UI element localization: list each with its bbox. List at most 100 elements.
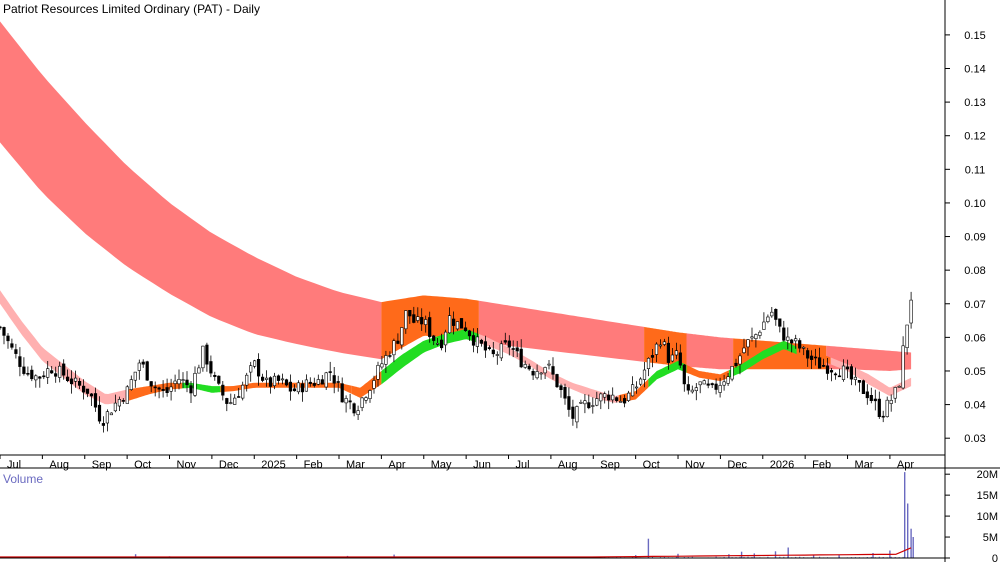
candle-up	[384, 355, 388, 365]
candle-up	[447, 315, 452, 334]
candle-down	[85, 388, 90, 394]
candle-up	[690, 389, 694, 393]
candle-down	[145, 361, 149, 381]
candle-up	[372, 380, 376, 389]
candle-up	[658, 344, 662, 347]
candle-up	[455, 321, 460, 330]
candle-down	[790, 339, 794, 344]
time-tick-label: Feb	[812, 459, 831, 471]
time-tick-label: 2025	[261, 459, 285, 471]
price-tick-label: 0.13	[964, 97, 985, 109]
price-tick-label: 0.14	[964, 63, 985, 75]
candle-down	[479, 339, 484, 344]
volume-average-line	[0, 547, 912, 558]
candle-down	[205, 344, 209, 365]
candle-down	[352, 403, 356, 414]
candle-up	[233, 397, 237, 405]
candle-up	[646, 357, 651, 369]
time-tick-label: Feb	[304, 459, 323, 471]
time-tick-label: Oct	[134, 459, 151, 471]
chart-title: Patriot Resources Limited Ordinary (PAT)…	[3, 2, 260, 16]
candle-down	[567, 396, 571, 410]
candle-down	[774, 308, 778, 320]
short-band-segment-11	[796, 346, 831, 365]
candle-down	[825, 365, 830, 374]
candle-up	[137, 362, 141, 371]
candle-down	[471, 335, 476, 346]
short-band-segment-8	[648, 360, 687, 388]
candle-down	[798, 340, 802, 349]
price-tick-label: 0.03	[964, 433, 985, 445]
candle-up	[253, 360, 257, 367]
candle-down	[666, 342, 670, 363]
candle-up	[523, 364, 527, 368]
candle-up	[626, 392, 631, 401]
candle-up	[249, 365, 253, 373]
candle-down	[0, 326, 2, 329]
time-tick-label: Sep	[600, 459, 620, 471]
candle-down	[89, 393, 94, 397]
candle-up	[133, 371, 137, 381]
price-tick-label: 0.12	[964, 131, 985, 143]
candle-up	[360, 397, 364, 408]
short-band-segment-2	[182, 382, 221, 393]
short-band-segment-10	[728, 341, 797, 378]
candle-down	[396, 340, 400, 344]
candle-down	[483, 341, 488, 351]
candle-up	[296, 382, 301, 393]
candle-down	[161, 388, 165, 391]
short-band-segment-0	[0, 290, 128, 405]
volume-tick-label: 5M	[983, 532, 998, 544]
candle-up	[758, 331, 762, 336]
candle-down	[300, 383, 305, 393]
candle-up	[404, 310, 408, 330]
long-band-segment-0	[0, 21, 382, 360]
candle-down	[682, 364, 686, 385]
candle-up	[619, 401, 623, 403]
candle-down	[30, 369, 34, 380]
long-band-segment-4	[686, 333, 734, 370]
candle-down	[121, 400, 125, 402]
candle-down	[97, 404, 102, 422]
candle-down	[487, 347, 492, 350]
candle-up	[173, 380, 177, 384]
candle-down	[459, 318, 464, 329]
candle-down	[82, 385, 86, 393]
candle-up	[316, 379, 320, 385]
candle-up	[264, 377, 269, 380]
volume-tick-label: 15M	[977, 490, 998, 502]
candle-down	[70, 378, 74, 385]
time-tick-label: Nov	[685, 459, 705, 471]
time-tick-label: Jul	[7, 459, 21, 471]
candle-down	[734, 362, 738, 367]
candle-up	[746, 339, 750, 348]
candle-down	[10, 343, 14, 348]
short-band-segment-3	[220, 382, 352, 394]
candle-up	[841, 365, 846, 380]
time-tick-label: Mar	[346, 459, 365, 471]
price-tick-label: 0.10	[964, 198, 985, 210]
candle-up	[74, 377, 78, 382]
candle-up	[197, 367, 201, 374]
candle-up	[424, 319, 428, 325]
candle-up	[599, 393, 603, 402]
candle-up	[475, 336, 480, 347]
price-tick-label: 0.07	[964, 299, 985, 311]
candle-up	[539, 372, 543, 375]
candle-down	[463, 327, 468, 331]
candle-down	[706, 383, 710, 386]
candle-up	[603, 393, 607, 398]
candle-up	[583, 400, 587, 405]
candle-up	[901, 345, 905, 389]
candle-down	[388, 355, 392, 357]
candle-up	[762, 321, 766, 330]
price-tick-label: 0.08	[964, 265, 985, 277]
candle-up	[642, 369, 647, 380]
candle-up	[738, 355, 742, 365]
candle-down	[408, 309, 412, 317]
candle-down	[503, 340, 507, 343]
candle-up	[897, 385, 901, 388]
candle-down	[507, 340, 511, 348]
candle-down	[439, 339, 444, 349]
